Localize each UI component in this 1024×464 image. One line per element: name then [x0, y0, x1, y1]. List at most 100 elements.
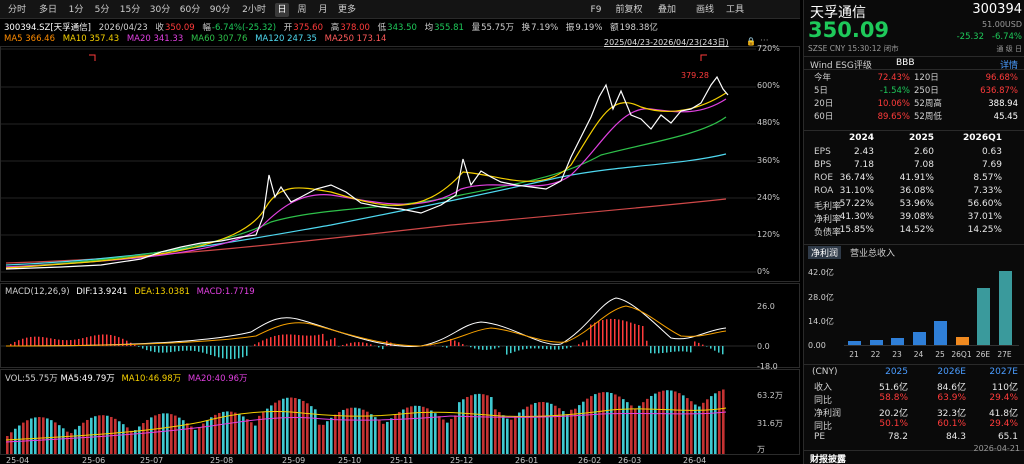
- volume-bar: [446, 422, 449, 454]
- amplitude-value: 9.19%: [575, 23, 603, 33]
- period-tab[interactable]: 多日: [38, 5, 57, 15]
- toolbar-tool[interactable]: 前复权: [615, 5, 643, 15]
- macd-bar: [50, 338, 52, 346]
- side-icons[interactable]: 通 级 日: [996, 45, 1022, 53]
- tab-net-profit[interactable]: 净利润: [808, 246, 842, 259]
- macd-bar: [334, 337, 336, 346]
- period-tab[interactable]: 2小时: [242, 5, 266, 15]
- toolbar-tool[interactable]: 画线: [695, 5, 714, 15]
- volume-bar: [374, 417, 377, 454]
- volume-bar: [158, 414, 161, 454]
- toolbar-tool[interactable]: 工具: [725, 5, 744, 15]
- macd-bar: [318, 334, 320, 346]
- volume-bar: [570, 409, 573, 454]
- esg-detail-link[interactable]: 详情: [999, 61, 1018, 71]
- macd-bar: [670, 346, 672, 353]
- macd-panel[interactable]: MACD(12,26,9) DIF:13.9241 DEA:13.0381 MA…: [0, 283, 800, 371]
- volume-bar: [126, 427, 129, 454]
- profit-bar[interactable]: [998, 271, 1012, 345]
- macd-bar: [274, 335, 276, 346]
- volume-bar: [518, 412, 521, 454]
- volume-bar: [354, 407, 357, 454]
- macd-bar: [662, 346, 664, 353]
- period-tab[interactable]: 60分: [179, 5, 201, 15]
- volume-bar: [174, 415, 177, 454]
- volume-bar: [78, 425, 81, 454]
- ma20-legend: MA20 341.33: [126, 34, 184, 44]
- more-icon[interactable]: ···: [760, 36, 769, 46]
- toolbar-tool[interactable]: 叠加: [657, 5, 676, 15]
- period-tab[interactable]: 30分: [149, 5, 171, 15]
- macd-bar: [594, 322, 596, 346]
- period-tab[interactable]: 周: [297, 5, 307, 15]
- volume-bar: [714, 393, 717, 454]
- volume-bar: [662, 390, 665, 454]
- profit-bar[interactable]: [977, 288, 990, 345]
- period-tab[interactable]: 90分: [209, 5, 231, 15]
- lock-icon[interactable]: 🔒: [746, 37, 756, 46]
- volume-bar: [574, 408, 577, 454]
- macd-bar: [714, 346, 716, 351]
- volume-bar: [218, 413, 221, 454]
- macd-bar: [326, 340, 328, 346]
- period-tab[interactable]: 日: [275, 3, 289, 17]
- bar-category: 22: [870, 350, 881, 359]
- profit-bar[interactable]: [848, 341, 861, 345]
- macd-bar: [686, 346, 688, 352]
- price-panel[interactable]: 379.28 2025/04/23-2026/04/23(243日) 🔒 ···…: [0, 36, 800, 282]
- ma60-line: [5, 116, 727, 268]
- macd-bar: [134, 344, 136, 346]
- fin-value: 7.18: [853, 160, 874, 170]
- profit-bar[interactable]: [891, 337, 904, 345]
- perf-key: 120日: [914, 73, 939, 83]
- period-tab[interactable]: 15分: [119, 5, 141, 15]
- macd-bar: [654, 346, 656, 354]
- date-label: 25-06: [82, 456, 106, 464]
- macd-bar: [626, 321, 628, 346]
- amount-value: 198.38亿: [619, 23, 658, 33]
- profit-bar[interactable]: [869, 340, 883, 345]
- macd-bar: [610, 318, 612, 346]
- period-tab[interactable]: 分时: [7, 5, 26, 15]
- macd-bar: [482, 346, 484, 350]
- volume-bar: [34, 417, 37, 454]
- macd-bar: [650, 346, 652, 354]
- macd-bar: [234, 346, 236, 359]
- volume-bar: [646, 398, 649, 454]
- volume-bar: [406, 407, 409, 454]
- volume-bar: [706, 399, 709, 454]
- volume-bar: [46, 418, 49, 454]
- volume-bar: [534, 402, 537, 454]
- avg-value: 355.81: [434, 23, 464, 33]
- period-tab[interactable]: 更多: [337, 5, 356, 15]
- forecast-head: (CNY): [812, 367, 838, 377]
- fin-value: 14.52%: [899, 225, 934, 235]
- macd-bar: [566, 346, 568, 349]
- fin-value: 14.25%: [967, 225, 1002, 235]
- macd-bar: [350, 342, 352, 346]
- macd-bar: [254, 344, 256, 346]
- fin-value: 0.63: [981, 147, 1002, 157]
- period-tab[interactable]: 1分: [68, 5, 84, 15]
- macd-value: MACD:1.7719: [196, 287, 255, 297]
- profit-bar[interactable]: [934, 321, 947, 345]
- toolbar-tool[interactable]: F9: [590, 5, 602, 15]
- fin-value: 31.10%: [839, 186, 874, 196]
- price-axis-label: 240%: [757, 192, 780, 202]
- period-tab[interactable]: 月: [318, 5, 328, 15]
- profit-bar[interactable]: [912, 332, 926, 345]
- volume-bar: [398, 411, 401, 454]
- volume-bar: [482, 394, 485, 454]
- profit-bar[interactable]: [955, 336, 969, 345]
- volume-panel[interactable]: VOL:55.75万 MA5:49.79万 MA10:46.98万 MA20:4…: [0, 369, 800, 455]
- macd-bar: [230, 346, 232, 360]
- macd-axis-label: 0.0: [757, 342, 770, 351]
- macd-bar: [330, 339, 332, 346]
- chart-toolbar: 分时 多日 1分 5分 15分 30分 60分 90分 2小时日周 月更多 F9 前复权 叠加 画线 工具: [0, 0, 800, 19]
- forecast-key: 同比: [814, 396, 833, 406]
- macd-bar: [542, 346, 544, 349]
- period-tab[interactable]: 5分: [94, 5, 110, 15]
- volume-bar: [710, 396, 713, 454]
- tab-revenue[interactable]: 营业总收入: [850, 249, 896, 259]
- forecast-value: 51.6亿: [878, 383, 908, 393]
